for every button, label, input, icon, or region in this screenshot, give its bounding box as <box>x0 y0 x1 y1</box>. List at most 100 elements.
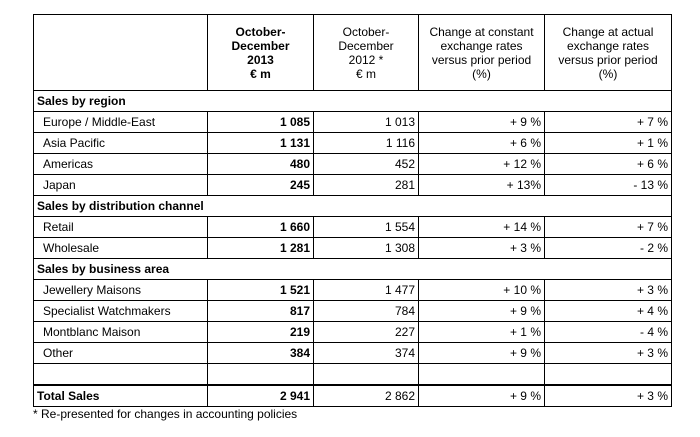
header-line: € m <box>355 66 376 81</box>
header-line: € m <box>250 66 271 81</box>
value-2012-cell: 452 <box>313 153 419 175</box>
row-label: Japan <box>33 174 208 196</box>
table-row: Montblanc Maison 219 227 + 1 % - 4 % <box>33 321 672 343</box>
table-row: Europe / Middle-East 1 085 1 013 + 9 % + 7 % <box>33 111 672 133</box>
constant-change-cell: + 9 % <box>418 342 545 364</box>
header-line: 2012 * <box>348 52 384 67</box>
value-2012-cell: 1 116 <box>313 132 419 154</box>
value-2013-cell: 1 660 <box>207 216 314 238</box>
header-line: versus prior period <box>558 52 658 67</box>
constant-change-cell: + 10 % <box>418 279 545 301</box>
header-2012: October- December 2012 * € m <box>313 14 419 91</box>
constant-change-cell: + 14 % <box>418 216 545 238</box>
table-row: Specialist Watchmakers 817 784 + 9 % + 4 % <box>33 300 672 322</box>
header-row: October- December 2013 € m October- Dece… <box>33 14 672 91</box>
value-2013-cell: 1 521 <box>207 279 314 301</box>
value-2013-cell: 219 <box>207 321 314 343</box>
value-2012-cell: 374 <box>313 342 419 364</box>
row-label: Montblanc Maison <box>33 321 208 343</box>
row-label: Other <box>33 342 208 364</box>
header-constant-rates: Change at constant exchange rates versus… <box>418 14 545 91</box>
actual-change-cell: + 6 % <box>544 153 672 175</box>
constant-change-cell: + 6 % <box>418 132 545 154</box>
constant-change-cell: + 9 % <box>418 300 545 322</box>
header-line: Change at constant <box>429 24 534 39</box>
row-label: Specialist Watchmakers <box>33 300 208 322</box>
table-row: Jewellery Maisons 1 521 1 477 + 10 % + 3 % <box>33 279 672 301</box>
constant-change-cell: + 3 % <box>418 237 545 259</box>
row-label: Wholesale <box>33 237 208 259</box>
table-row: Asia Pacific 1 131 1 116 + 6 % + 1 % <box>33 132 672 154</box>
constant-change-cell: + 13% <box>418 174 545 196</box>
value-2013-cell: 245 <box>207 174 314 196</box>
spacer-cell <box>33 363 208 386</box>
spacer-cell <box>313 363 419 386</box>
header-line: versus prior period <box>431 52 532 67</box>
value-2012-cell: 1 013 <box>313 111 419 133</box>
total-constant-cell: + 9 % <box>418 384 545 407</box>
table-row: Wholesale 1 281 1 308 + 3 % - 2 % <box>33 237 672 259</box>
actual-change-cell: - 13 % <box>544 174 672 196</box>
actual-change-cell: + 3 % <box>544 279 672 301</box>
value-2012-cell: 281 <box>313 174 419 196</box>
section-header-row: Sales by business area <box>33 258 672 280</box>
constant-change-cell: + 12 % <box>418 153 545 175</box>
table-row: Retail 1 660 1 554 + 14 % + 7 % <box>33 216 672 238</box>
value-2013-cell: 384 <box>207 342 314 364</box>
header-line: Change at actual <box>562 24 654 39</box>
header-line: exchange rates <box>440 38 523 53</box>
header-2013: October- December 2013 € m <box>207 14 314 91</box>
row-label: Retail <box>33 216 208 238</box>
spacer-cell <box>418 363 545 386</box>
value-2013-cell: 817 <box>207 300 314 322</box>
row-label: Europe / Middle-East <box>33 111 208 133</box>
total-actual-cell: + 3 % <box>544 384 672 407</box>
total-2013-cell: 2 941 <box>207 384 314 407</box>
value-2012-cell: 1 308 <box>313 237 419 259</box>
actual-change-cell: + 1 % <box>544 132 672 154</box>
header-line: (%) <box>598 66 618 81</box>
header-line: exchange rates <box>566 38 650 53</box>
table-row: Americas 480 452 + 12 % + 6 % <box>33 153 672 175</box>
spacer-cell <box>207 363 314 386</box>
header-line: 2013 <box>247 52 274 67</box>
spacer-cell <box>544 363 672 386</box>
row-label: Asia Pacific <box>33 132 208 154</box>
value-2012-cell: 1 477 <box>313 279 419 301</box>
value-2013-cell: 1 085 <box>207 111 314 133</box>
value-2012-cell: 784 <box>313 300 419 322</box>
header-blank-cell <box>33 14 208 91</box>
constant-change-cell: + 1 % <box>418 321 545 343</box>
header-line: (%) <box>472 66 491 81</box>
actual-change-cell: + 3 % <box>544 342 672 364</box>
table-row: Other 384 374 + 9 % + 3 % <box>33 342 672 364</box>
footnote: * Re-presented for changes in accounting… <box>33 407 298 421</box>
actual-change-cell: + 7 % <box>544 111 672 133</box>
value-2013-cell: 480 <box>207 153 314 175</box>
value-2013-cell: 1 131 <box>207 132 314 154</box>
section-title: Sales by business area <box>33 258 672 280</box>
spacer-row <box>33 363 672 386</box>
value-2012-cell: 227 <box>313 321 419 343</box>
value-2013-cell: 1 281 <box>207 237 314 259</box>
actual-change-cell: - 2 % <box>544 237 672 259</box>
header-line: December <box>231 38 290 53</box>
header-line: October- <box>235 24 286 39</box>
total-row: Total Sales 2 941 2 862 + 9 % + 3 % <box>33 384 672 407</box>
sales-table: October- December 2013 € m October- Dece… <box>33 14 672 407</box>
row-label: Jewellery Maisons <box>33 279 208 301</box>
section-header-row: Sales by distribution channel <box>33 195 672 217</box>
section-title: Sales by region <box>33 90 672 112</box>
value-2012-cell: 1 554 <box>313 216 419 238</box>
total-2012-cell: 2 862 <box>313 384 419 407</box>
row-label: Americas <box>33 153 208 175</box>
actual-change-cell: + 4 % <box>544 300 672 322</box>
actual-change-cell: + 7 % <box>544 216 672 238</box>
total-label: Total Sales <box>33 384 208 407</box>
header-actual-rates: Change at actual exchange rates versus p… <box>544 14 672 91</box>
actual-change-cell: - 4 % <box>544 321 672 343</box>
table-row: Japan 245 281 + 13% - 13 % <box>33 174 672 196</box>
constant-change-cell: + 9 % <box>418 111 545 133</box>
header-line: October- <box>342 24 390 39</box>
header-line: December <box>338 38 394 53</box>
